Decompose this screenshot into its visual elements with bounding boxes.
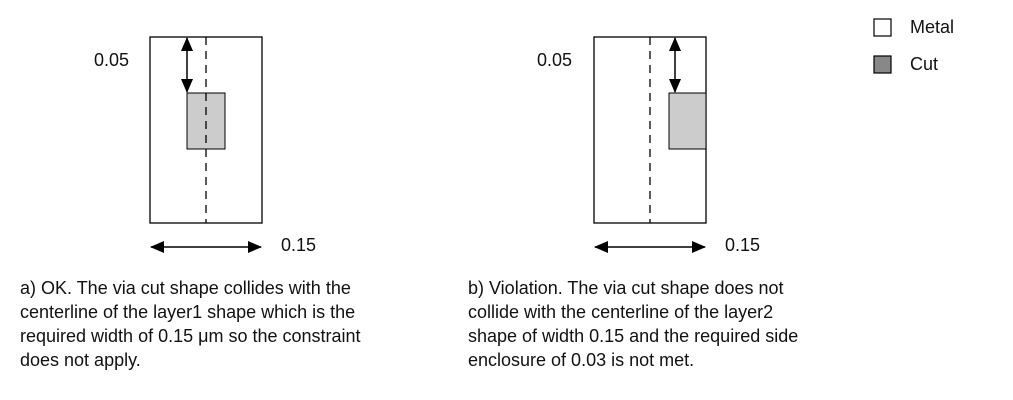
caption-a-line: does not apply. [20, 350, 141, 370]
caption-a-line: a) OK. The via cut shape collides with t… [20, 278, 351, 298]
caption-b-line: b) Violation. The via cut shape does not [468, 278, 784, 298]
legend-cut-label: Cut [910, 54, 938, 74]
top-dimension-label-b: 0.05 [537, 50, 572, 70]
caption-b-line: enclosure of 0.03 is not met. [468, 350, 695, 370]
caption-b-line: shape of width 0.15 and the required sid… [468, 326, 799, 346]
caption-b-line: collide with the centerline of the layer… [468, 302, 774, 322]
caption-a-line: required width of 0.15 μm so the constra… [20, 326, 361, 346]
width-dimension-label-b: 0.15 [725, 235, 760, 255]
top-dimension-label-a: 0.05 [94, 50, 129, 70]
legend-cut-swatch [873, 55, 892, 74]
caption-a-line: centerline of the layer1 shape which is … [20, 302, 356, 322]
caption-a: a) OK. The via cut shape collides with t… [20, 276, 361, 372]
legend-metal-swatch [873, 18, 892, 37]
legend: Metal Cut [873, 17, 954, 74]
caption-b: b) Violation. The via cut shape does not… [468, 276, 798, 372]
width-dimension-label-a: 0.15 [281, 235, 316, 255]
via-cut-b [668, 92, 707, 150]
panel-b: 0.05 0.15 [537, 36, 760, 255]
legend-metal-label: Metal [910, 17, 954, 37]
panel-a: 0.05 0.15 [94, 36, 316, 255]
